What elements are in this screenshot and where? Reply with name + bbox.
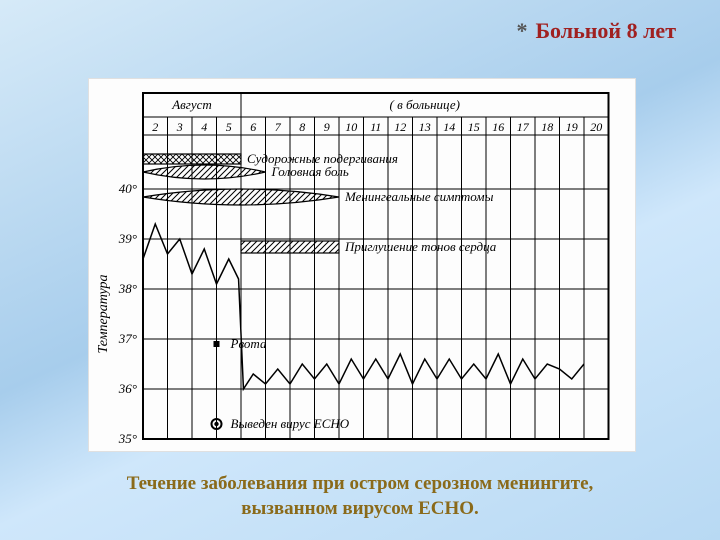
slide-title: * Больной 8 лет bbox=[517, 18, 677, 44]
caption-line-2: вызванном вирусом ЕСНО. bbox=[241, 498, 479, 519]
svg-text:Температура: Температура bbox=[96, 274, 111, 353]
svg-text:38°: 38° bbox=[118, 281, 137, 296]
svg-text:13: 13 bbox=[419, 120, 431, 134]
svg-text:18: 18 bbox=[541, 120, 553, 134]
svg-text:8: 8 bbox=[299, 120, 305, 134]
svg-text:Менингеальные симптомы: Менингеальные симптомы bbox=[344, 189, 494, 204]
caption-line-1: Течение заболевания при остром серозном … bbox=[127, 473, 594, 494]
caption: Течение заболевания при остром серозном … bbox=[0, 472, 720, 521]
svg-text:5: 5 bbox=[226, 120, 232, 134]
chart-svg: Август ( в больнице) 2 3 4 5 6 7 8 9 10 11 12 13 14 15 1… bbox=[89, 79, 635, 451]
svg-text:17: 17 bbox=[517, 120, 530, 134]
asterisk-icon: * bbox=[517, 18, 528, 44]
svg-text:2: 2 bbox=[152, 120, 158, 134]
svg-text:9: 9 bbox=[324, 120, 330, 134]
title-text: Больной 8 лет bbox=[536, 18, 677, 44]
svg-text:16: 16 bbox=[492, 120, 504, 134]
svg-text:Август: Август bbox=[171, 97, 212, 112]
svg-text:Головная боль: Головная боль bbox=[271, 164, 349, 179]
svg-text:12: 12 bbox=[394, 120, 406, 134]
svg-text:35°: 35° bbox=[118, 431, 137, 446]
svg-text:39°: 39° bbox=[118, 231, 137, 246]
svg-text:37°: 37° bbox=[118, 331, 137, 346]
svg-text:6: 6 bbox=[250, 120, 256, 134]
svg-text:Рвота: Рвота bbox=[230, 336, 267, 351]
svg-text:4: 4 bbox=[201, 120, 207, 134]
svg-text:10: 10 bbox=[345, 120, 357, 134]
svg-text:7: 7 bbox=[275, 120, 282, 134]
svg-text:Выведен вирус ECHO: Выведен вирус ECHO bbox=[231, 416, 350, 431]
svg-text:15: 15 bbox=[468, 120, 480, 134]
svg-text:20: 20 bbox=[590, 120, 602, 134]
svg-text:14: 14 bbox=[443, 120, 455, 134]
svg-text:( в больнице): ( в больнице) bbox=[390, 97, 460, 112]
svg-text:40°: 40° bbox=[119, 181, 137, 196]
svg-text:36°: 36° bbox=[118, 381, 137, 396]
svg-text:3: 3 bbox=[176, 120, 183, 134]
svg-text:11: 11 bbox=[370, 120, 381, 134]
medical-chart: Август ( в больнице) 2 3 4 5 6 7 8 9 10 11 12 13 14 15 1… bbox=[88, 78, 636, 452]
svg-text:Приглушение тонов сердца: Приглушение тонов сердца bbox=[344, 239, 497, 254]
svg-text:19: 19 bbox=[566, 120, 578, 134]
